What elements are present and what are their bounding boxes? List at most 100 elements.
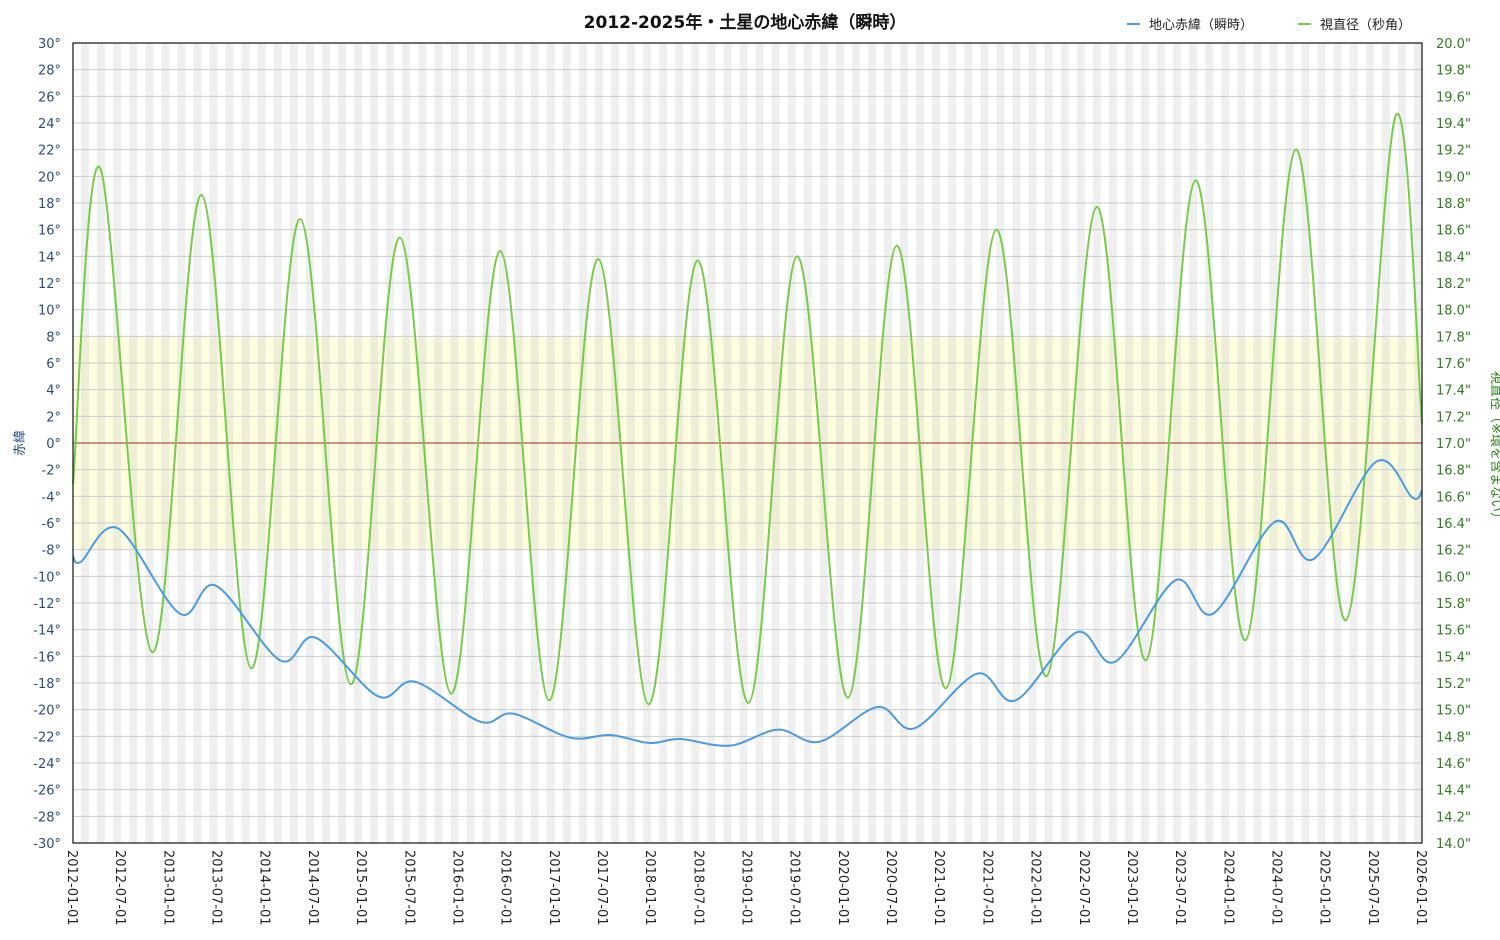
y-tick-label: -22° — [33, 730, 61, 745]
y-tick-label: 18° — [38, 197, 61, 212]
y-tick-label: -8° — [42, 544, 61, 559]
x-tick-label: 2016-01-01 — [449, 850, 464, 926]
y2-tick-label: 18.8" — [1436, 197, 1471, 212]
y2-tick-label: 15.8" — [1436, 597, 1471, 612]
y2-tick-label: 16.8" — [1436, 464, 1471, 479]
y-tick-label: -4° — [42, 490, 61, 505]
y-tick-label: -2° — [42, 464, 61, 479]
x-tick-label: 2026-01-01 — [1413, 850, 1428, 926]
y2-tick-label: 18.2" — [1436, 277, 1471, 292]
y-tick-label: 28° — [38, 64, 61, 79]
y2-tick-label: 19.4" — [1436, 117, 1471, 132]
x-tick-label: 2012-07-01 — [112, 850, 127, 926]
x-tick-label: 2013-01-01 — [160, 850, 175, 926]
y2-tick-label: 15.6" — [1436, 624, 1471, 639]
x-tick-label: 2025-01-01 — [1317, 850, 1332, 926]
y2-tick-label: 18.6" — [1436, 224, 1471, 239]
x-tick-label: 2019-07-01 — [787, 850, 802, 926]
y2-tick-label: 17.2" — [1436, 410, 1471, 425]
x-tick-label: 2023-07-01 — [1172, 850, 1187, 926]
y2-tick-label: 14.0" — [1436, 837, 1471, 852]
y2-tick-label: 18.0" — [1436, 304, 1471, 319]
y2-tick-label: 15.2" — [1436, 677, 1471, 692]
y2-tick-label: 14.4" — [1436, 784, 1471, 799]
y-tick-label: -26° — [33, 784, 61, 799]
y-tick-label: -30° — [33, 837, 61, 852]
y-tick-label: 12° — [38, 277, 61, 292]
y2-tick-label: 14.6" — [1436, 757, 1471, 772]
y-tick-label: 14° — [38, 250, 61, 265]
y-axis-left-label: 赤緯 — [13, 430, 28, 456]
y2-tick-label: 17.6" — [1436, 357, 1471, 372]
y-tick-label: -18° — [33, 677, 61, 692]
x-tick-label: 2018-01-01 — [642, 850, 657, 926]
x-tick-label: 2023-01-01 — [1124, 850, 1139, 926]
y2-tick-label: 19.0" — [1436, 170, 1471, 185]
y-axis-left-ticks: 30° 28° 26° 24° 22° 20° 18° 16° 14° 12° 10° 8° 6° 4° 2… — [33, 37, 61, 852]
legend-swatch-green — [1298, 22, 1311, 25]
x-tick-label: 2022-07-01 — [1076, 850, 1091, 926]
y2-tick-label: 14.2" — [1436, 810, 1471, 825]
y2-tick-label: 16.6" — [1436, 490, 1471, 505]
x-tick-label: 2024-01-01 — [1220, 850, 1235, 926]
y2-tick-label: 16.2" — [1436, 544, 1471, 559]
x-tick-label: 2019-01-01 — [739, 850, 754, 926]
y2-tick-label: 14.8" — [1436, 730, 1471, 745]
legend-swatch-blue — [1127, 22, 1140, 25]
x-tick-label: 2021-01-01 — [931, 850, 946, 926]
y2-tick-label: 17.8" — [1436, 330, 1471, 345]
y-tick-label: -20° — [33, 704, 61, 719]
x-tick-label: 2020-01-01 — [835, 850, 850, 926]
y2-tick-label: 16.0" — [1436, 570, 1471, 585]
y-tick-label: 20° — [38, 170, 61, 185]
y-tick-label: 30° — [38, 37, 61, 52]
y-tick-label: 0° — [46, 437, 61, 452]
y2-tick-label: 19.2" — [1436, 144, 1471, 159]
x-tick-label: 2018-07-01 — [690, 850, 705, 926]
x-tick-label: 2013-07-01 — [209, 850, 224, 926]
y-tick-label: -16° — [33, 650, 61, 665]
y-tick-label: 22° — [38, 144, 61, 159]
y-tick-label: 26° — [38, 90, 61, 105]
y2-tick-label: 17.0" — [1436, 437, 1471, 452]
y-tick-label: 6° — [46, 357, 61, 372]
y2-tick-label: 15.4" — [1436, 650, 1471, 665]
y-tick-label: -6° — [42, 517, 61, 532]
y-tick-label: 2° — [46, 410, 61, 425]
x-tick-label: 2017-01-01 — [546, 850, 561, 926]
y-tick-label: -28° — [33, 810, 61, 825]
y2-tick-label: 18.4" — [1436, 250, 1471, 265]
x-tick-label: 2024-07-01 — [1268, 850, 1283, 926]
y-axis-right-ticks: 20.0" 19.8" 19.6" 19.4" 19.2" 19.0" 18.8" 18.6"… — [1436, 37, 1471, 852]
y-tick-label: 4° — [46, 384, 61, 399]
x-tick-label: 2017-07-01 — [594, 850, 609, 926]
y-tick-label: 16° — [38, 224, 61, 239]
legend-label: 視直径（秒角） — [1320, 18, 1412, 33]
y2-tick-label: 20.0" — [1436, 37, 1471, 52]
x-tick-label: 2014-01-01 — [257, 850, 272, 926]
x-tick-label: 2016-07-01 — [498, 850, 513, 926]
y2-tick-label: 19.6" — [1436, 90, 1471, 105]
y-tick-label: 8° — [46, 330, 61, 345]
horizontal-gridlines — [73, 69, 1422, 817]
y2-tick-label: 15.0" — [1436, 704, 1471, 719]
y2-tick-label: 19.8" — [1436, 64, 1471, 79]
plot-frame — [72, 42, 1423, 844]
x-tick-label: 2012-01-01 — [64, 850, 79, 926]
y-tick-label: -10° — [33, 570, 61, 585]
y-tick-label: 10° — [38, 304, 61, 319]
x-tick-label: 2015-01-01 — [353, 850, 368, 926]
x-tick-label: 2020-07-01 — [883, 850, 898, 926]
x-tick-label: 2025-07-01 — [1365, 850, 1380, 926]
x-tick-label: 2015-07-01 — [401, 850, 416, 926]
y-tick-label: 24° — [38, 117, 61, 132]
series-line-apparent-diameter — [72, 112, 1423, 706]
legend-item-apparent-diameter[interactable]: 視直径（秒角） — [1298, 14, 1411, 33]
y-axis-right-label: 視直径（※環を含まない） — [1488, 371, 1500, 525]
x-tick-label: 2021-07-01 — [979, 850, 994, 926]
chart-title: 2012-2025年・土星の地心赤緯（瞬時） — [583, 13, 907, 33]
legend-item-declination[interactable]: 地心赤緯（瞬時） — [1127, 14, 1253, 33]
y-tick-label: -14° — [33, 624, 61, 639]
x-tick-label: 2014-07-01 — [305, 850, 320, 926]
